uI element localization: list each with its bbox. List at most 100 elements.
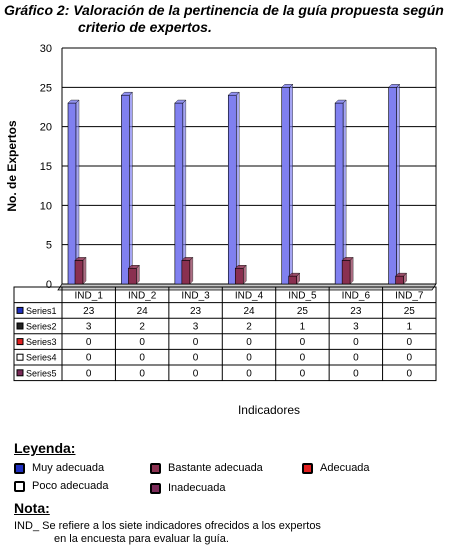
bar-series2 [181, 260, 191, 285]
data-value-label: 1 [407, 322, 413, 333]
legend-title: Leyenda: [14, 440, 76, 456]
bar-series2-side [189, 256, 194, 285]
x-tick-label: IND_7 [395, 291, 424, 302]
series-key-marker [16, 322, 24, 330]
x-tick-label: IND_1 [75, 291, 104, 302]
bar-series1 [227, 94, 237, 285]
bar-series1-side [396, 83, 400, 285]
y-tick-label: 30 [40, 43, 52, 55]
legend-label: Inadecuada [168, 482, 226, 494]
series-name-label: Series3 [26, 337, 57, 347]
legend-item: Muy adecuada [14, 462, 104, 474]
legend-swatch [150, 482, 161, 494]
x-tick-label: IND_4 [235, 291, 264, 302]
data-value-label: 0 [407, 353, 413, 364]
legend-item: Inadecuada [150, 482, 226, 494]
data-value-label: 0 [139, 353, 145, 364]
data-value-label: 0 [86, 337, 92, 348]
note-line1: IND_ Se refiere a los siete indicadores … [14, 520, 321, 532]
data-value-label: 0 [246, 337, 252, 348]
bar-series2 [395, 275, 404, 285]
legend-item: Poco adecuada [14, 480, 108, 492]
y-tick-label: 10 [40, 200, 52, 212]
series-name-label: Series1 [26, 306, 57, 316]
series-key-marker [16, 369, 24, 377]
y-tick-label: 25 [40, 82, 52, 94]
data-value-label: 2 [246, 322, 252, 333]
data-value-label: 2 [139, 322, 145, 333]
legend-item: Bastante adecuada [150, 462, 263, 474]
y-tick-label: 0 [46, 279, 52, 291]
data-value-label: 0 [139, 368, 145, 379]
x-axis-label: Indicadores [238, 403, 300, 417]
data-value-label: 0 [300, 368, 306, 379]
bar-series1 [281, 87, 291, 285]
data-value-label: 23 [350, 306, 362, 317]
data-value-label: 24 [137, 306, 149, 317]
bar-series1-side [342, 99, 347, 285]
bar-series1 [174, 102, 184, 285]
bar-series2 [234, 267, 244, 285]
bar-series1-side [236, 91, 240, 285]
x-tick-label: IND_3 [181, 291, 210, 302]
data-value-label: 25 [297, 306, 309, 317]
bar-series2-side [296, 272, 300, 285]
chart-title: Gráfico 2: Valoración de la pertinencia … [4, 2, 466, 36]
data-value-label: 0 [193, 337, 199, 348]
x-tick-label: IND_5 [288, 291, 317, 302]
y-tick-label: 15 [40, 161, 52, 173]
note-text: IND_ Se refiere a los siete indicadores … [14, 520, 464, 546]
bar-series2-side [243, 264, 247, 285]
data-value-label: 23 [83, 306, 95, 317]
data-value-label: 3 [193, 322, 199, 333]
data-value-label: 0 [353, 337, 359, 348]
bar-series2-side [403, 272, 407, 285]
legend-swatch [150, 462, 161, 474]
bar-series2-side [136, 264, 140, 285]
bar-series2-side [349, 256, 354, 285]
legend-item: Adecuada [302, 462, 370, 474]
data-value-label: 24 [243, 306, 255, 317]
data-value-label: 0 [193, 353, 199, 364]
y-tick-label: 20 [40, 122, 52, 134]
data-value-label: 1 [300, 322, 306, 333]
data-value-label: 0 [407, 368, 413, 379]
bar-series1-side [129, 91, 133, 285]
bar-series2 [341, 260, 351, 285]
legend-label: Bastante adecuada [168, 462, 263, 474]
bar-series1 [334, 102, 344, 285]
y-tick-label: 5 [46, 240, 52, 252]
y-axis-label: No. de Expertos [5, 120, 19, 212]
legend-swatch [14, 480, 25, 492]
data-value-label: 0 [139, 337, 145, 348]
data-value-label: 0 [300, 337, 306, 348]
bar-series1 [67, 102, 77, 285]
series-key-marker [16, 306, 24, 314]
bar-series2-side [82, 256, 87, 285]
series-name-label: Series4 [26, 353, 57, 363]
data-value-label: 0 [246, 368, 252, 379]
data-value-label: 0 [86, 353, 92, 364]
data-value-label: 0 [300, 353, 306, 364]
note-line2: en la encuesta para evaluar la guía. [54, 533, 229, 545]
x-tick-label: IND_6 [342, 291, 371, 302]
legend-label: Poco adecuada [32, 480, 109, 492]
data-value-label: 0 [353, 353, 359, 364]
data-value-label: 0 [407, 337, 413, 348]
series-key-marker [16, 353, 24, 361]
chart-title-line1: Gráfico 2: Valoración de la pertinencia … [4, 2, 444, 18]
data-value-label: 0 [193, 368, 199, 379]
data-value-label: 0 [86, 368, 92, 379]
bar-series1-side [182, 99, 187, 285]
data-value-label: 3 [86, 322, 92, 333]
x-tick-label: IND_2 [128, 291, 157, 302]
legend-label: Muy adecuada [32, 462, 105, 474]
series-name-label: Series2 [26, 322, 57, 332]
bar-series2 [74, 260, 84, 285]
chart-title-line2: criterio de expertos. [78, 19, 212, 35]
legend-swatch [302, 462, 313, 474]
note-title: Nota: [14, 500, 50, 516]
data-value-label: 0 [353, 368, 359, 379]
data-value-label: 0 [246, 353, 252, 364]
